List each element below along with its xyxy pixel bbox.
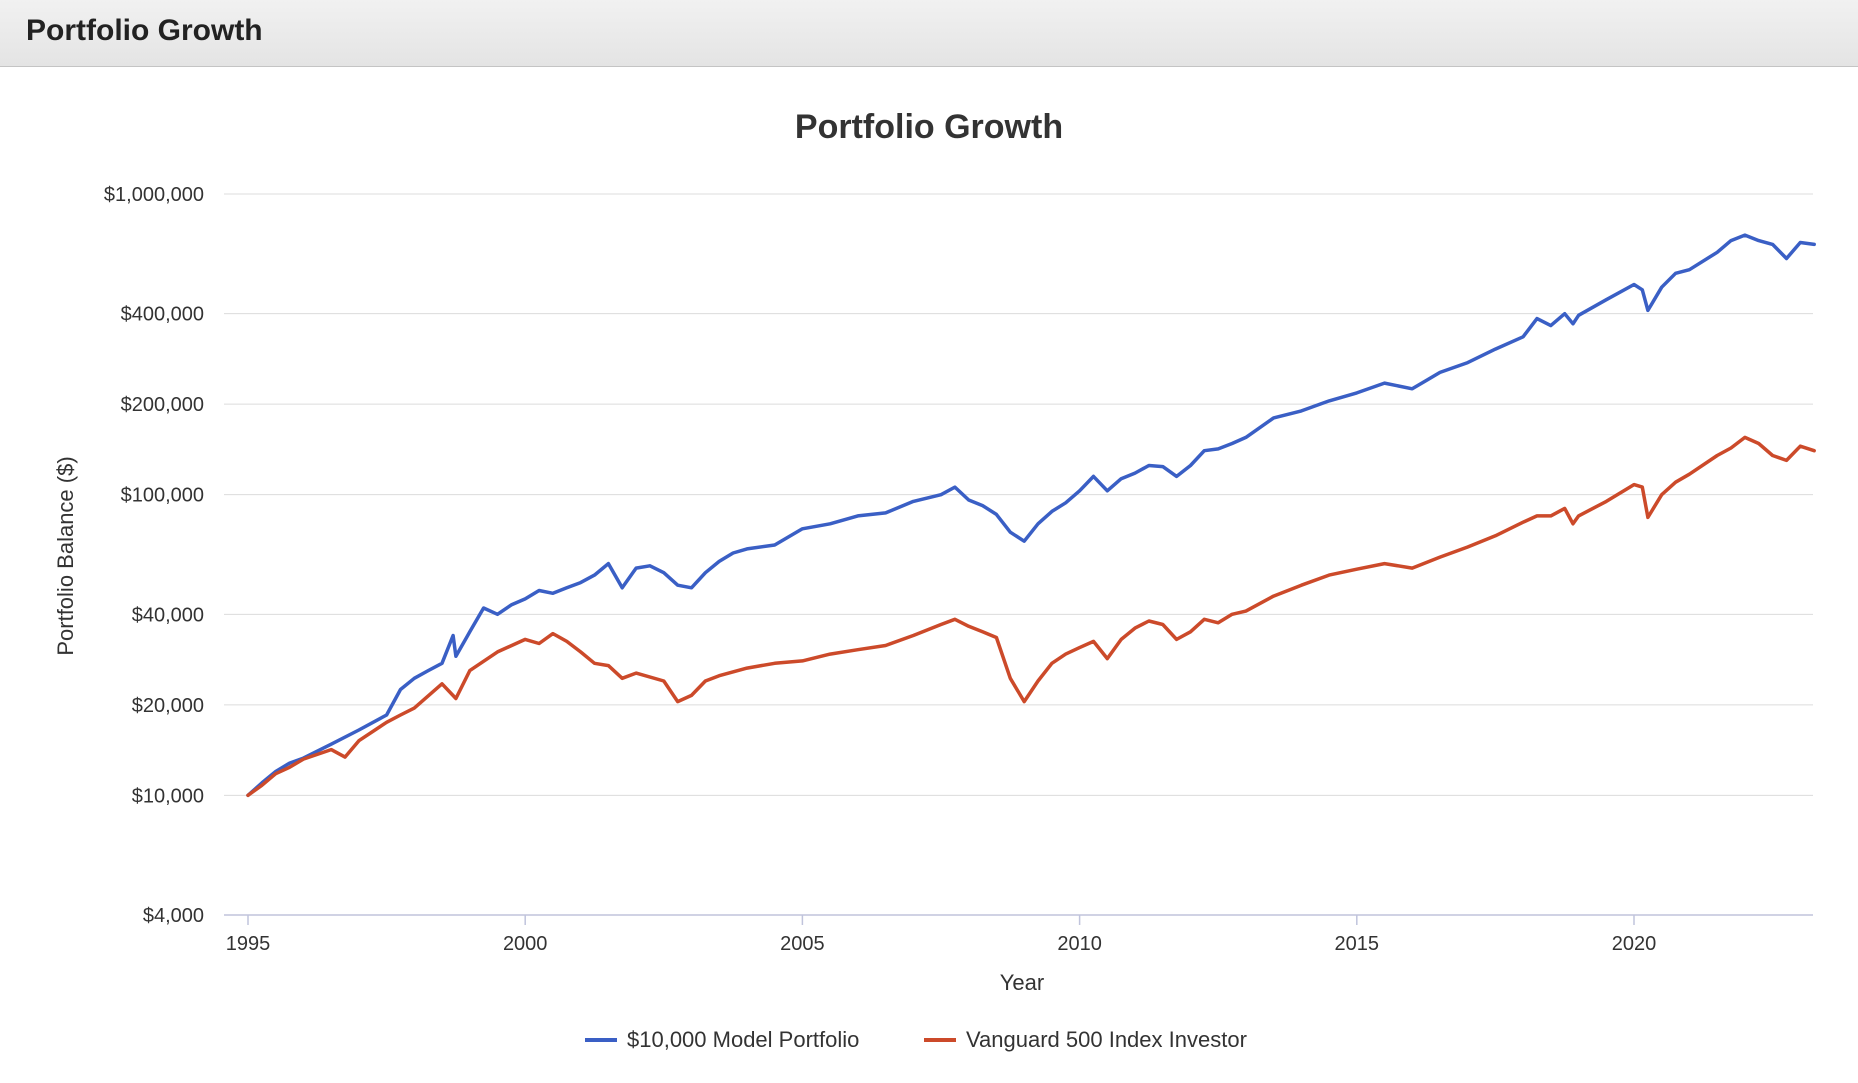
x-tick-label: 2020 [1612,933,1657,955]
series-line-1 [246,233,1816,798]
series-line-2 [246,435,1816,798]
legend-label: Vanguard 500 Index Investor [966,1027,1247,1052]
legend: $10,000 Model Portfolio Vanguard 500 Inde… [585,1027,1247,1052]
y-tick-label: $200,000 [121,394,204,416]
x-tick-label: 2005 [780,933,825,955]
legend-label: $10,000 Model Portfolio [627,1027,859,1052]
y-tick-label: $400,000 [121,304,204,326]
chart-title: Portfolio Growth [795,108,1063,146]
x-tick-label: 2010 [1057,933,1102,955]
portfolio-growth-chart: Portfolio Growth $4,000 $10,000 $20,000 $40… [53,108,1816,1052]
grid-lines [224,193,1813,796]
y-axis-label: Portfolio Balance ($) [53,456,78,655]
panel-header: Portfolio Growth [0,0,1858,67]
x-tick-label: 1995 [226,933,271,955]
x-axis: 1995 2000 2005 2010 2015 2020 [224,914,1813,955]
panel-title: Portfolio Growth [26,14,263,47]
x-tick-label: 2015 [1335,933,1380,955]
x-tick-label: 2000 [503,933,548,955]
y-tick-label: $1,000,000 [104,184,204,206]
x-axis-label: Year [1000,970,1044,995]
y-tick-label: $20,000 [132,695,204,717]
y-axis-tick-labels: $4,000 $10,000 $20,000 $40,000 $100,000 $200,… [104,184,204,927]
series-lines [246,233,1816,798]
y-tick-label: $40,000 [132,604,204,626]
y-tick-label: $4,000 [143,905,204,927]
y-tick-label: $100,000 [121,485,204,507]
y-tick-label: $10,000 [132,785,204,807]
chart-area: Portfolio Growth $4,000 $10,000 $20,000 $40… [0,67,1858,1078]
